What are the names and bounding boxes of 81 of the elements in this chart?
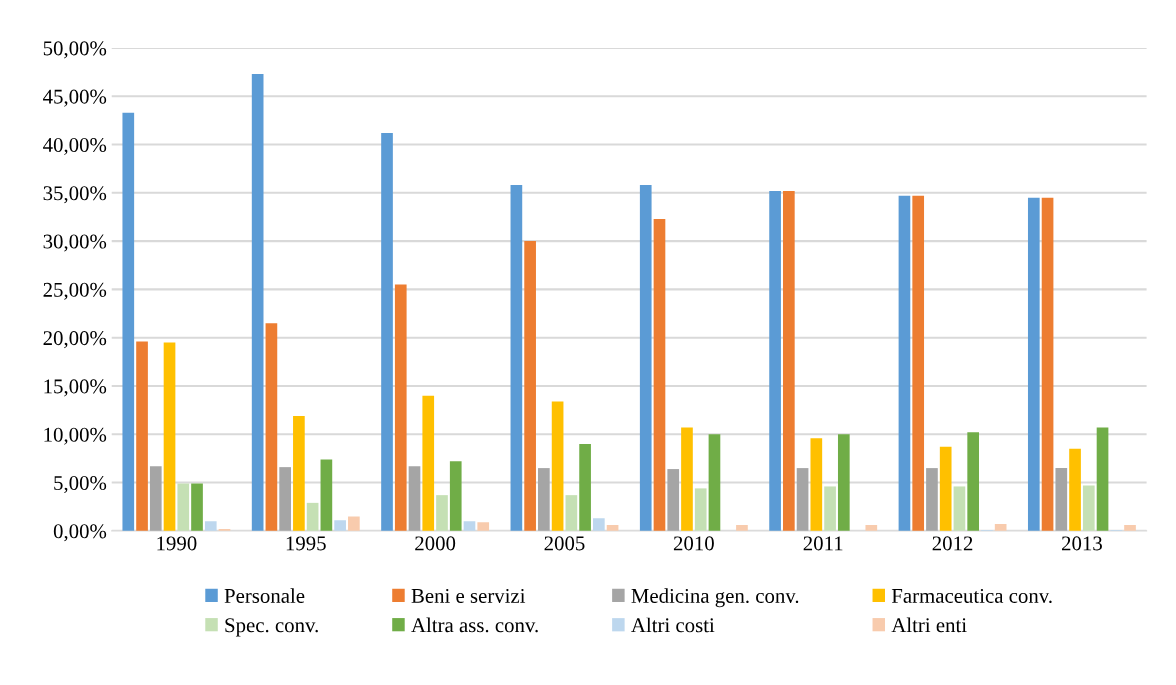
y-tick-label: 30,00% xyxy=(43,234,107,252)
bar xyxy=(1082,485,1095,531)
bar xyxy=(163,342,176,531)
bar xyxy=(551,401,564,531)
bar xyxy=(565,495,578,531)
bar xyxy=(293,415,305,531)
bar xyxy=(204,521,217,531)
x-tick-label: 2013 xyxy=(1062,536,1102,551)
bar xyxy=(436,495,448,531)
y-tick-label: 10,00% xyxy=(44,427,107,445)
legend-label: Spec. conv. xyxy=(225,618,318,637)
bar xyxy=(122,112,135,531)
bar xyxy=(912,195,925,531)
x-tick-label: 2005 xyxy=(544,536,585,551)
y-tick-label: 20,00% xyxy=(43,331,107,349)
bar xyxy=(967,432,980,531)
y-tick-label: 25,00% xyxy=(43,282,107,300)
y-tick-label: 5,00% xyxy=(54,475,107,494)
y-tick-label: 15,00% xyxy=(44,379,107,397)
bar xyxy=(477,522,490,531)
bar xyxy=(320,459,333,531)
bar xyxy=(593,518,605,531)
bar xyxy=(1055,468,1068,531)
legend-label: Farmaceutica conv. xyxy=(891,588,1052,604)
bar xyxy=(653,218,666,531)
bar xyxy=(810,438,823,531)
bar xyxy=(708,434,721,531)
bar xyxy=(251,74,264,531)
bar xyxy=(538,468,550,531)
x-tick-label: 2011 xyxy=(803,536,843,551)
bar xyxy=(837,434,850,531)
bar xyxy=(579,443,591,531)
y-tick-label: 0,00% xyxy=(53,524,107,542)
bar xyxy=(279,467,291,531)
bar xyxy=(796,468,809,531)
bar xyxy=(898,195,911,531)
bar xyxy=(769,190,781,531)
bar xyxy=(694,488,707,531)
bar xyxy=(348,516,360,531)
x-tick-label: 1995 xyxy=(286,536,326,551)
bar xyxy=(1041,197,1054,531)
bar xyxy=(408,466,421,531)
bar xyxy=(994,524,1007,531)
bar xyxy=(306,502,319,531)
y-tick-label: 45,00% xyxy=(43,89,107,107)
x-tick-label: 1990 xyxy=(157,536,197,551)
bar xyxy=(681,427,693,531)
bar xyxy=(394,284,407,531)
legend-label: Altra ass. conv. xyxy=(411,617,538,633)
bar xyxy=(177,483,190,531)
bar xyxy=(524,241,536,531)
legend-label: Altri enti xyxy=(891,617,967,633)
x-tick-label: 2000 xyxy=(415,536,456,551)
y-tick-label: 50,00% xyxy=(43,41,107,59)
legend-label: Beni e servizi xyxy=(411,588,526,603)
bar xyxy=(783,190,795,531)
bar xyxy=(939,446,952,531)
bar xyxy=(265,323,278,531)
legend-label: Personale xyxy=(224,588,305,603)
bar xyxy=(449,461,462,531)
bar xyxy=(149,466,162,531)
bar xyxy=(639,185,652,531)
legend-label: Medicina gen. conv. xyxy=(631,588,799,608)
bar xyxy=(136,341,148,531)
bar xyxy=(1027,197,1040,531)
x-tick-label: 2012 xyxy=(932,536,973,551)
bar xyxy=(1096,427,1109,531)
bar xyxy=(191,483,203,531)
bar xyxy=(422,395,435,531)
legend-label: Altri costi xyxy=(631,617,715,633)
bar xyxy=(824,486,836,531)
bar xyxy=(1069,448,1081,531)
y-tick-label: 40,00% xyxy=(43,137,107,155)
y-tick-label: 35,00% xyxy=(43,186,107,204)
bar xyxy=(953,486,966,531)
bar xyxy=(926,468,938,531)
x-tick-label: 2010 xyxy=(673,536,714,551)
bar xyxy=(667,469,680,531)
bar xyxy=(381,132,393,531)
bar xyxy=(510,185,523,531)
bar xyxy=(334,520,346,531)
